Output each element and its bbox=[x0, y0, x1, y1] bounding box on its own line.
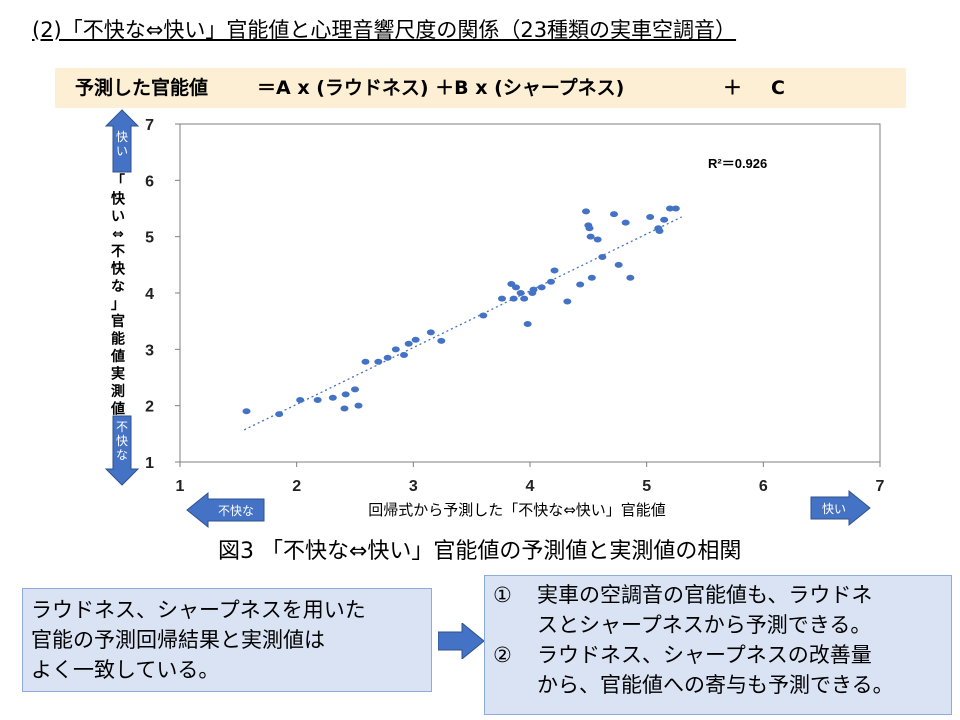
summary-line-1: ラウドネス、シャープネスを用いた bbox=[31, 598, 366, 622]
data-point bbox=[351, 386, 359, 393]
data-point bbox=[563, 298, 572, 305]
conclusion-box: ① 実車の空調音の官能値も、ラウドネ スとシャープネスから予測できる。 ② ラウドネ… bbox=[484, 575, 952, 715]
data-point bbox=[498, 295, 506, 302]
x-tick-label: 5 bbox=[642, 478, 651, 495]
data-point bbox=[587, 274, 596, 281]
r-squared-label: R²＝0.926 bbox=[708, 156, 767, 171]
y-axis-title: 「快い⇔不快な」官能値実測値 bbox=[110, 173, 126, 418]
x-tick-label: 6 bbox=[759, 478, 768, 495]
y-tick-label: 2 bbox=[145, 399, 154, 416]
data-point bbox=[523, 320, 532, 327]
data-point bbox=[576, 281, 585, 288]
data-point bbox=[547, 278, 555, 285]
x-left-arrow-label: 不快な bbox=[218, 504, 254, 518]
data-point bbox=[666, 205, 674, 212]
data-point bbox=[550, 267, 559, 274]
data-point bbox=[610, 211, 618, 218]
data-point bbox=[655, 228, 664, 235]
data-point bbox=[400, 351, 408, 358]
y-tick-label: 1 bbox=[145, 455, 154, 472]
summary-line-3: よく一致している。 bbox=[31, 658, 220, 682]
x-tick-label: 1 bbox=[176, 478, 185, 495]
y-tick-label: 4 bbox=[145, 286, 154, 303]
right-arrow-icon bbox=[438, 623, 484, 659]
data-point bbox=[516, 290, 525, 296]
x-tick-label: 7 bbox=[876, 478, 885, 495]
conclusion-item-2: ② ラウドネス、シャープネスの改善量 bbox=[493, 640, 943, 670]
summary-box: ラウドネス、シャープネスを用いた 官能の予測回帰結果と実測値は よく一致している… bbox=[22, 588, 432, 692]
data-point bbox=[391, 346, 400, 353]
data-point bbox=[383, 354, 392, 361]
data-point bbox=[479, 312, 488, 319]
summary-line-2: 官能の予測回帰結果と実測値は bbox=[31, 628, 325, 652]
conclusion-1-text: 実車の空調音の官能値も、ラウドネ bbox=[537, 583, 873, 607]
item-number-1: ① bbox=[493, 583, 512, 607]
y-bottom-arrow-label: 不快な bbox=[116, 420, 128, 462]
data-point bbox=[328, 394, 337, 401]
data-point bbox=[313, 397, 322, 404]
data-point bbox=[585, 225, 594, 232]
data-point bbox=[242, 408, 251, 415]
y-tick-label: 6 bbox=[145, 173, 154, 190]
data-point bbox=[520, 295, 529, 302]
data-point bbox=[361, 358, 370, 365]
conclusion-item-1: ① 実車の空調音の官能値も、ラウドネ bbox=[493, 580, 943, 610]
x-tick-label: 4 bbox=[526, 478, 535, 495]
x-tick-label: 3 bbox=[409, 478, 418, 495]
formula-rhs: ＝A x (ラウドネス) ＋B x (シャープネス) bbox=[257, 77, 625, 99]
data-point bbox=[275, 411, 284, 418]
page-title: (2)「不快な⇔快い」官能値と心理音響尺度の関係（23種類の実車空調音） bbox=[32, 18, 737, 42]
data-point bbox=[586, 233, 595, 240]
data-point bbox=[671, 205, 680, 212]
y-top-arrow-icon bbox=[104, 109, 140, 173]
y-tick-label: 3 bbox=[145, 342, 154, 359]
formula-plus: ＋ bbox=[723, 77, 743, 99]
data-point bbox=[598, 253, 607, 260]
data-point bbox=[512, 284, 520, 291]
data-point bbox=[426, 329, 435, 336]
data-point bbox=[354, 402, 363, 409]
conclusion-2-continued: から、官能値への寄与も予測できる。 bbox=[537, 673, 894, 697]
x-right-arrow-label: 快い bbox=[822, 502, 846, 516]
data-point bbox=[509, 295, 518, 302]
y-top-arrow-label: 快い bbox=[116, 130, 128, 158]
item-number-2: ② bbox=[493, 643, 512, 667]
formula-banner: 予測した官能値 ＝A x (ラウドネス) ＋B x (シャープネス) ＋ C bbox=[55, 68, 906, 108]
data-point bbox=[614, 261, 623, 268]
x-axis-title: 回帰式から予測した「不快な⇔快い」官能値 bbox=[368, 501, 666, 519]
data-point bbox=[593, 236, 602, 243]
conclusion-1-continued: スとシャープネスから予測できる。 bbox=[537, 613, 872, 637]
trendline bbox=[243, 216, 682, 431]
data-point bbox=[411, 336, 420, 343]
data-point bbox=[296, 397, 305, 404]
data-point bbox=[582, 208, 590, 215]
data-point bbox=[529, 286, 538, 293]
data-point bbox=[646, 213, 655, 220]
x-left-arrow-icon bbox=[186, 491, 265, 529]
data-point bbox=[341, 391, 350, 398]
y-tick-label: 7 bbox=[145, 117, 154, 134]
data-point bbox=[621, 219, 630, 226]
y-bottom-arrow-icon bbox=[104, 415, 140, 486]
data-point bbox=[626, 274, 635, 281]
x-right-arrow-icon bbox=[810, 489, 871, 527]
conclusion-2-text: ラウドネス、シャープネスの改善量 bbox=[537, 643, 872, 667]
data-point bbox=[660, 216, 669, 223]
y-tick-label: 5 bbox=[145, 230, 154, 247]
data-point bbox=[374, 358, 383, 365]
data-point bbox=[437, 337, 446, 344]
figure-caption: 図3 「不快な⇔快い」官能値の予測値と実測値の相関 bbox=[218, 539, 742, 564]
data-point bbox=[340, 405, 349, 412]
x-tick-label: 2 bbox=[292, 478, 301, 495]
data-point bbox=[537, 284, 546, 291]
formula-lhs: 予測した官能値 bbox=[75, 77, 209, 99]
data-point bbox=[404, 340, 413, 347]
formula-c: C bbox=[771, 77, 785, 99]
